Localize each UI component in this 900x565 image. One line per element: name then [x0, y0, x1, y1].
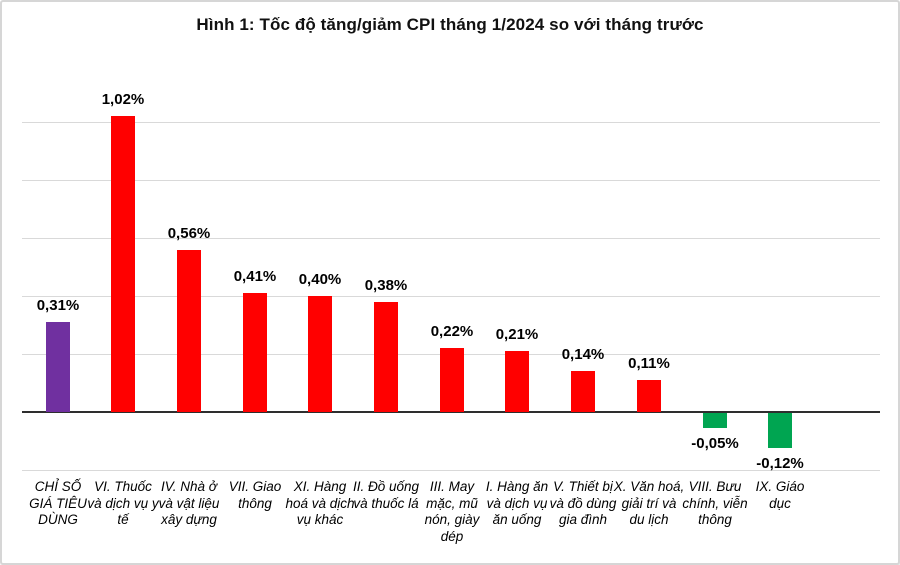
bar-value-label: 0,21% [495, 326, 539, 343]
bar-value-label: 1,02% [101, 91, 145, 108]
bar-value-label: 0,14% [561, 346, 605, 363]
bar [505, 351, 529, 412]
bar [308, 296, 332, 412]
bar [440, 348, 464, 412]
bar-value-label: 0,40% [298, 271, 342, 288]
bar-value-label: -0,12% [756, 455, 804, 472]
bar-value-label: 0,11% [628, 355, 670, 372]
bar-value-label: 0,41% [233, 268, 277, 285]
category-label: IX. Giáo dục [755, 479, 805, 511]
bar-value-label: 0,31% [36, 297, 80, 314]
bar [111, 116, 135, 412]
category-label: V. Thiết bị và đồ dùng gia đình [549, 479, 617, 528]
bar [571, 371, 595, 412]
gridline [22, 296, 880, 297]
category-label: III. May mặc, mũ nón, giày dép [424, 479, 480, 545]
gridline [22, 470, 880, 471]
category-label: I. Hàng ăn và dịch vụ ăn uống [485, 479, 549, 528]
bar [768, 413, 792, 448]
category-label: XI. Hàng hoá và dịch vụ khác [285, 479, 355, 528]
chart-title: Hình 1: Tốc độ tăng/giảm CPI tháng 1/202… [196, 15, 704, 34]
bar [243, 293, 267, 412]
bar-value-label: -0,05% [691, 435, 739, 452]
category-label: VIII. Bưu chính, viễn thông [682, 479, 748, 528]
category-label: II. Đồ uống và thuốc lá [352, 479, 420, 511]
category-label: X. Văn hoá, giải trí và du lịch [613, 479, 685, 528]
bar [177, 250, 201, 412]
category-label: IV. Nhà ở và vật liệu xây dựng [158, 479, 220, 528]
bar [46, 322, 70, 412]
bar-value-label: 0,56% [167, 225, 211, 242]
bar [703, 413, 727, 428]
category-label: VI. Thuốc và dịch vụ y tế [87, 479, 159, 528]
bar [637, 380, 661, 412]
gridline [22, 180, 880, 181]
gridline [22, 238, 880, 239]
bar [374, 302, 398, 412]
category-label: CHỈ SỐ GIÁ TIÊU DÙNG [29, 479, 87, 528]
bar-value-label: 0,22% [430, 323, 474, 340]
x-axis-line [22, 411, 880, 413]
category-label: VII. Giao thông [228, 479, 282, 511]
bar-value-label: 0,38% [364, 277, 408, 294]
gridline [22, 122, 880, 123]
